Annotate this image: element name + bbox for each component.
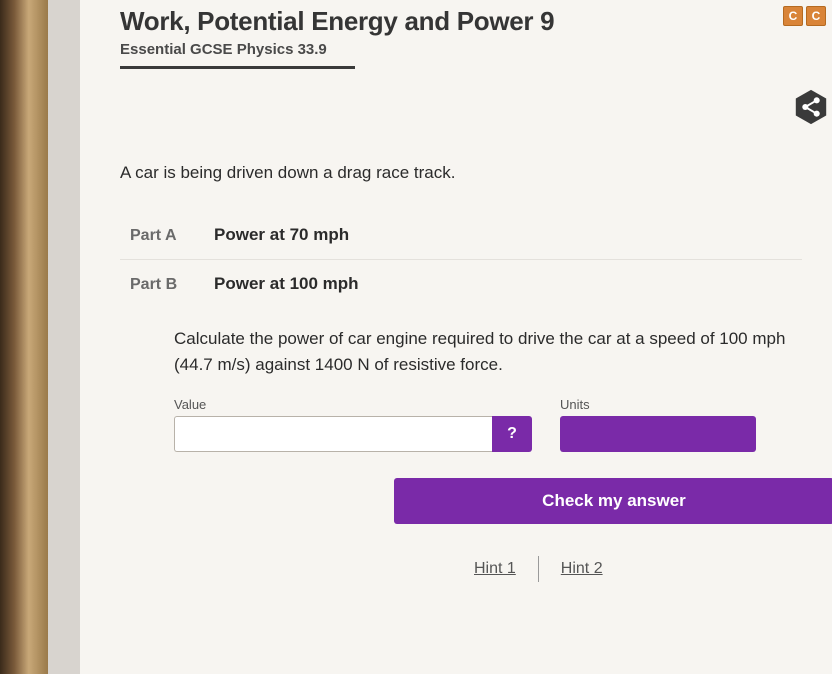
units-select[interactable] xyxy=(560,416,756,452)
question-prompt: Calculate the power of car engine requir… xyxy=(174,326,802,379)
check-answer-button[interactable]: Check my answer xyxy=(394,478,832,524)
page-content: C C Work, Potential Energy and Power 9 E… xyxy=(80,0,832,674)
page-subtitle: Essential GCSE Physics 33.9 xyxy=(120,41,802,58)
level-badges: C C xyxy=(783,6,826,26)
parts-list: Part A Power at 70 mph Part B Power at 1… xyxy=(120,211,802,582)
page-title: Work, Potential Energy and Power 9 xyxy=(120,6,802,37)
part-label: Part A xyxy=(130,227,194,245)
part-title: Power at 100 mph xyxy=(214,274,359,294)
value-label: Value xyxy=(174,397,532,412)
part-b-body: Calculate the power of car engine requir… xyxy=(174,326,802,582)
title-underline xyxy=(120,66,355,69)
value-input-wrap: ? xyxy=(174,416,532,452)
hint-1-link[interactable]: Hint 1 xyxy=(474,560,516,578)
hint-2-link[interactable]: Hint 2 xyxy=(561,560,603,578)
level-badge: C xyxy=(806,6,826,26)
page-frame-left xyxy=(0,0,48,674)
part-title: Power at 70 mph xyxy=(214,225,349,245)
units-field-group: Units xyxy=(560,397,756,452)
hints-row: Hint 1 Hint 2 xyxy=(474,556,802,582)
value-field-group: Value ? xyxy=(174,397,532,452)
hint-separator xyxy=(538,556,539,582)
answer-fields: Value ? Units xyxy=(174,397,802,452)
share-button[interactable] xyxy=(792,88,830,126)
level-badge: C xyxy=(783,6,803,26)
part-b-header[interactable]: Part B Power at 100 mph xyxy=(120,259,802,308)
units-label: Units xyxy=(560,397,756,412)
value-input[interactable] xyxy=(174,416,492,452)
question-intro: A car is being driven down a drag race t… xyxy=(120,163,802,183)
part-a-header[interactable]: Part A Power at 70 mph xyxy=(120,211,802,259)
value-help-button[interactable]: ? xyxy=(492,416,532,452)
part-label: Part B xyxy=(130,276,194,294)
